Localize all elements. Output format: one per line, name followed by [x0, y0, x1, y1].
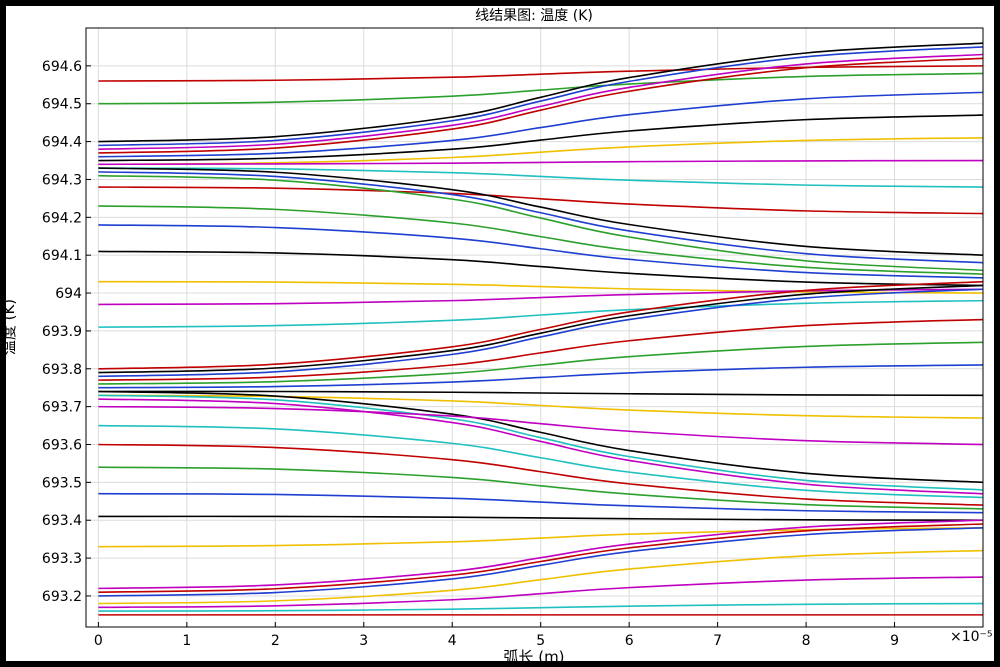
- series-line: [98, 114, 984, 162]
- series-line: [98, 57, 984, 154]
- series-line: [98, 250, 984, 287]
- series-line: [98, 443, 984, 506]
- y-tick-label: 693.6: [42, 437, 82, 453]
- series-line: [98, 602, 984, 612]
- y-tick-label: 694.3: [42, 172, 82, 188]
- series-line: [98, 280, 984, 294]
- y-tick-label: 694.2: [42, 210, 82, 226]
- series-line: [98, 205, 984, 275]
- y-tick-label: 693.7: [42, 400, 82, 416]
- series-line: [98, 167, 984, 256]
- x-tick-label: 9: [890, 633, 899, 649]
- x-tick-label: 7: [713, 633, 722, 649]
- series-line: [98, 288, 984, 378]
- y-tick-label: 694.6: [42, 59, 82, 75]
- series-line: [98, 137, 984, 166]
- series-line: [98, 466, 984, 510]
- series-line: [98, 549, 984, 605]
- series-line: [98, 171, 984, 264]
- series-line: [98, 72, 984, 105]
- series-line: [98, 519, 984, 590]
- series-line: [98, 42, 984, 143]
- series-line: [98, 318, 984, 381]
- y-tick-label: 693.5: [42, 475, 82, 491]
- chart-title: 线结果图: 温度 (K): [475, 8, 593, 24]
- y-tick-label: 693.3: [42, 551, 82, 567]
- series-line: [98, 167, 984, 188]
- x-tick-label: 2: [271, 633, 280, 649]
- series-line: [98, 280, 984, 370]
- x-axis-label: 弧长 (m): [503, 648, 564, 666]
- series-line: [98, 159, 984, 166]
- series-line: [98, 515, 984, 522]
- series-line: [98, 492, 984, 514]
- series-line: [98, 523, 984, 593]
- series-line: [98, 398, 984, 495]
- y-tick-label: 693.4: [42, 513, 82, 529]
- series-line: [98, 341, 984, 385]
- series-line: [98, 526, 984, 597]
- series-line: [98, 526, 984, 548]
- series-line: [98, 390, 984, 484]
- series-line: [98, 390, 984, 397]
- background: [6, 6, 994, 661]
- y-tick-label: 694.1: [42, 248, 82, 264]
- series-line: [98, 576, 984, 609]
- x-tick-label: 5: [536, 633, 545, 649]
- series-line: [98, 174, 984, 272]
- plot-frame: [85, 27, 984, 628]
- x-tick-label: 0: [94, 633, 103, 649]
- y-tick-label: 693.2: [42, 589, 82, 605]
- y-axis-label: 温度 (K): [0, 299, 18, 355]
- y-tick-label: 693.9: [42, 324, 82, 340]
- series-line: [98, 424, 984, 499]
- series-line: [98, 364, 984, 389]
- series-line: [98, 91, 984, 158]
- y-tick-label: 694.4: [42, 135, 82, 151]
- series-line: [98, 405, 984, 446]
- y-tick-label: 694: [55, 286, 82, 302]
- series-line: [98, 299, 984, 328]
- x-tick-label: 4: [448, 633, 457, 649]
- x-tick-label: 3: [359, 633, 368, 649]
- y-tick-label: 693.8: [42, 362, 82, 378]
- x-tick-label: 6: [625, 633, 634, 649]
- x-tick-label: 1: [182, 633, 191, 649]
- series-line: [98, 186, 984, 215]
- lines: [98, 42, 984, 616]
- series-line: [98, 394, 984, 491]
- series-line: [98, 284, 984, 374]
- x-multiplier: ×10⁻⁵: [950, 629, 993, 645]
- series-line: [98, 53, 984, 150]
- series-line: [98, 46, 984, 147]
- series-line: [98, 224, 984, 279]
- y-tick-label: 694.5: [42, 97, 82, 113]
- x-tick-label: 8: [802, 633, 811, 649]
